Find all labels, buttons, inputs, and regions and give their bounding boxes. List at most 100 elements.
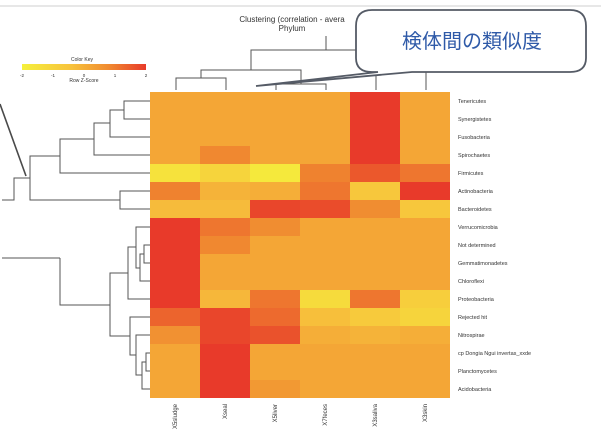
heatmap-cell bbox=[150, 92, 200, 110]
heatmap-cell bbox=[200, 200, 250, 218]
heatmap-cell bbox=[250, 344, 300, 362]
heatmap-cell bbox=[350, 128, 400, 146]
color-key-tick-label: 0 bbox=[83, 73, 86, 78]
heatmap-cell bbox=[150, 110, 200, 128]
color-key-tick-label: -2 bbox=[20, 73, 24, 78]
heatmap-cell bbox=[150, 128, 200, 146]
heatmap-cell bbox=[250, 128, 300, 146]
row-label: Not determined bbox=[458, 243, 496, 249]
heatmap-cell bbox=[350, 254, 400, 272]
heatmap-cell bbox=[400, 164, 450, 182]
heatmap-cell bbox=[350, 308, 400, 326]
heatmap-cell bbox=[150, 272, 200, 290]
heatmap-cell bbox=[150, 362, 200, 380]
heatmap-cell bbox=[300, 290, 350, 308]
heatmap-cell bbox=[350, 380, 400, 398]
column-label: X5sludge bbox=[173, 403, 179, 429]
heatmap-cell bbox=[150, 200, 200, 218]
heatmap-cell bbox=[300, 380, 350, 398]
heatmap-cell bbox=[200, 362, 250, 380]
column-labels: X5sludge Xseal X5liver X7feces X3saliva X3ski… bbox=[173, 403, 429, 429]
heatmap-cell bbox=[250, 326, 300, 344]
heatmap-cell bbox=[300, 236, 350, 254]
heatmap-cell bbox=[300, 92, 350, 110]
row-label: Bacteroidetes bbox=[458, 207, 492, 213]
heatmap-cell bbox=[250, 308, 300, 326]
heatmap-cell bbox=[300, 254, 350, 272]
heatmap-cell bbox=[200, 146, 250, 164]
heatmap-cell bbox=[350, 218, 400, 236]
heatmap-cell bbox=[400, 326, 450, 344]
callout-bubble bbox=[255, 9, 587, 87]
chart-subtitle: Phylum bbox=[279, 24, 306, 33]
heatmap-cell bbox=[250, 380, 300, 398]
heatmap-cell bbox=[250, 272, 300, 290]
row-label: Firmicutes bbox=[458, 171, 484, 177]
heatmap-cell bbox=[200, 272, 250, 290]
row-label: Spirochaetes bbox=[458, 153, 490, 159]
heatmap-cell bbox=[400, 128, 450, 146]
color-key-title: Color Key bbox=[71, 57, 93, 63]
heatmap-cell bbox=[350, 92, 400, 110]
heatmap-cell bbox=[150, 164, 200, 182]
color-key: Color Key -2 -1 0 1 2 Row Z-Score bbox=[20, 57, 148, 84]
heatmap-cell bbox=[350, 362, 400, 380]
row-label: Tenericutes bbox=[458, 99, 486, 105]
row-label: Fusobacteria bbox=[458, 135, 491, 141]
heatmap-cell bbox=[350, 146, 400, 164]
heatmap-cell bbox=[300, 218, 350, 236]
heatmap-cell bbox=[400, 200, 450, 218]
row-label: Verrucomicrobia bbox=[458, 225, 499, 231]
heatmap-cell bbox=[300, 110, 350, 128]
heatmap-cell bbox=[150, 290, 200, 308]
row-label: Acidobacteria bbox=[458, 387, 492, 393]
heatmap-cell bbox=[250, 92, 300, 110]
column-label: Xseal bbox=[223, 404, 229, 419]
heatmap-cell bbox=[250, 200, 300, 218]
heatmap-cell bbox=[200, 254, 250, 272]
heatmap-cell bbox=[400, 110, 450, 128]
color-key-tick-label: -1 bbox=[51, 73, 55, 78]
heatmap-cell bbox=[200, 164, 250, 182]
row-label: Nitrospirae bbox=[458, 333, 485, 339]
heatmap-cell bbox=[150, 182, 200, 200]
heatmap-cell bbox=[200, 236, 250, 254]
callout-pointer-left bbox=[0, 103, 27, 177]
heatmap-cell bbox=[400, 236, 450, 254]
heatmap-cell bbox=[200, 344, 250, 362]
heatmap-cell bbox=[350, 290, 400, 308]
heatmap-cell bbox=[300, 272, 350, 290]
column-label: X3skin bbox=[423, 404, 429, 422]
heatmap-cell bbox=[300, 182, 350, 200]
heatmap-cell bbox=[200, 290, 250, 308]
row-label: Planctomycetes bbox=[458, 369, 497, 375]
color-key-tick-label: 2 bbox=[145, 73, 148, 78]
heatmap-cell bbox=[350, 344, 400, 362]
heatmap-cell bbox=[400, 92, 450, 110]
color-key-tick-label: 1 bbox=[114, 73, 117, 78]
heatmap-cell bbox=[300, 326, 350, 344]
heatmap-cell bbox=[250, 110, 300, 128]
row-label: Synergistetes bbox=[458, 117, 492, 123]
heatmap-cell bbox=[200, 182, 250, 200]
heatmap-cell bbox=[300, 164, 350, 182]
heatmap-cell bbox=[400, 146, 450, 164]
row-label: Rejected hit bbox=[458, 315, 488, 321]
row-label: Actinobacteria bbox=[458, 189, 494, 195]
heatmap-cell bbox=[350, 326, 400, 344]
heatmap-cell bbox=[350, 272, 400, 290]
heatmap-cell bbox=[200, 128, 250, 146]
heatmap-cell bbox=[300, 200, 350, 218]
heatmap-cell bbox=[200, 110, 250, 128]
row-labels: Tenericutes Synergistetes Fusobacteria Spir… bbox=[458, 99, 531, 393]
heatmap-cell bbox=[150, 380, 200, 398]
heatmap-cell bbox=[350, 182, 400, 200]
heatmap-cell bbox=[350, 236, 400, 254]
column-label: X7feces bbox=[323, 404, 329, 426]
heatmap-cell bbox=[350, 164, 400, 182]
heatmap-cell bbox=[150, 308, 200, 326]
heatmap-cell bbox=[400, 218, 450, 236]
heatmap-cell bbox=[400, 182, 450, 200]
heatmap-cell bbox=[350, 200, 400, 218]
